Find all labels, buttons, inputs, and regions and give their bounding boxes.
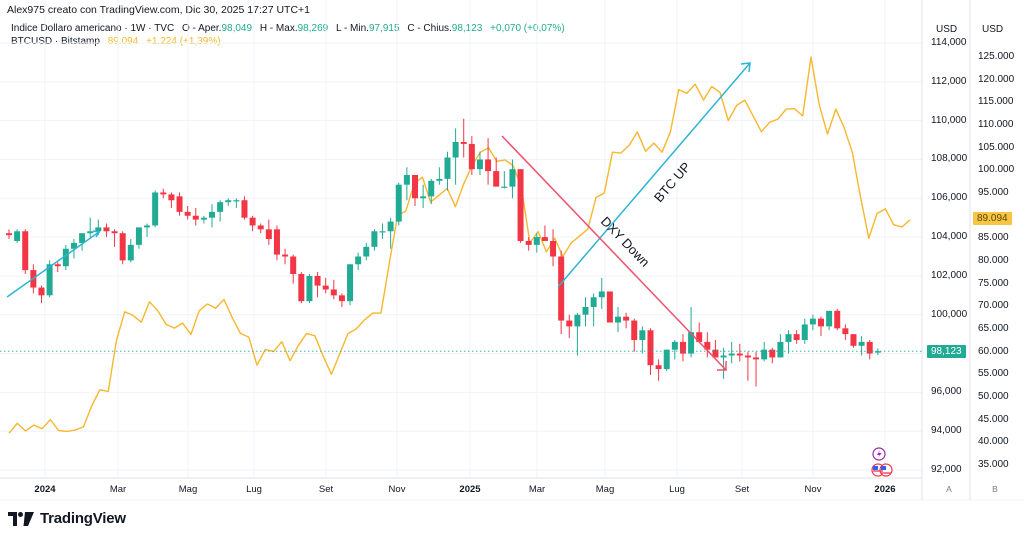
time-axis-tick: 2024 [34,484,56,495]
time-axis-tick: Mag [595,484,615,495]
time-axis-tick: Set [318,484,334,495]
auto-scale-button-left[interactable]: A [946,484,952,494]
left-axis-tick: 110,000 [931,114,967,126]
right-axis-tick: 80.000 [978,254,1009,266]
left-axis-tick: 102,000 [931,269,968,281]
high-label: H - Max. [259,23,298,34]
right-axis-tick: 45.000 [978,413,1009,425]
auto-scale-button-right[interactable]: B [992,484,998,494]
left-axis-tick: 100,000 [931,308,968,320]
time-axis-tick: Set [734,484,750,495]
low-value: 97,915 [368,23,400,34]
time-axis-tick: 2025 [459,484,481,495]
tradingview-logo[interactable]: TradingView [8,510,126,527]
right-axis-tick: 100.000 [978,164,1015,176]
time-axis-tick: Nov [804,484,822,495]
dxy-down-trendline[interactable] [501,135,727,371]
dxy-candles [0,118,922,387]
left-axis-tick: 112,000 [931,75,967,87]
left-axis-tick: 108,000 [931,153,968,165]
time-axis-tick: Mag [178,484,198,495]
right-axis-unit: USD [982,24,1004,35]
close-value: 98,123 [451,23,483,34]
open-label: O - Aper. [181,23,222,34]
time-axis-tick: Mar [528,484,546,495]
dxy-series-name: Indice Dollaro americano · 1W · TVC [11,23,175,34]
right-axis-tick: 125.000 [978,51,1015,62]
left-axis-tick: 92,000 [931,464,962,476]
tradingview-logo-icon [8,511,34,526]
right-axis-tick: 70.000 [978,300,1009,312]
legend: Indice Dollaro americano · 1W · TVC O - … [11,22,565,48]
time-axis-tick: Lug [669,484,685,495]
time-axis-tick: 2026 [874,484,896,495]
btc-up-trendline[interactable] [557,62,751,288]
right-axis-tick: 55.000 [978,368,1009,380]
right-axis-tick: 95.000 [978,186,1009,198]
legend-series-dxy[interactable]: Indice Dollaro americano · 1W · TVC O - … [11,22,565,35]
high-value: 98,269 [297,23,329,34]
left-axis-tick: 96,000 [931,386,962,398]
btc-series-name: BTCUSD · Bitstamp [11,36,100,47]
right-axis-tick: 40.000 [978,436,1009,448]
tradingview-logo-text: TradingView [40,510,126,527]
right-axis-tick: 115.000 [978,96,1014,108]
right-axis-tick: 105.000 [978,141,1015,153]
time-axis-tick: Nov [388,484,406,495]
dxy-change: +0,070 (+0,07%) [490,23,565,34]
btc-last-price-tag: 89.094 [973,212,1012,225]
right-axis-tick: 50.000 [978,390,1009,402]
time-axis-tick: Mar [109,484,127,495]
low-label: L - Min. [335,23,369,34]
right-axis-tick: 120.000 [978,73,1015,85]
dxy-last-price-tag: 98,123 [927,345,966,358]
btc-last-value: 89.094 [107,36,139,47]
chart-credit: Alex975 creato con TradingView.com, Dic … [7,4,311,16]
btc-change: +1.224 (+1,39%) [146,36,221,47]
event-markers[interactable] [871,447,893,477]
right-axis-tick: 65.000 [978,322,1009,334]
right-axis-tick: 35.000 [978,458,1009,470]
left-axis-unit: USD [936,24,958,35]
close-label: C - Chius. [407,23,452,34]
legend-series-btc[interactable]: BTCUSD · Bitstamp 89.094 +1.224 (+1,39%) [11,35,565,48]
right-axis-tick: 110.000 [978,118,1014,130]
left-axis-tick: 106,000 [931,192,968,204]
btc-price-line [8,56,911,434]
left-axis-tick: 104,000 [931,231,968,243]
us-flag-event-icon[interactable] [871,463,893,477]
right-axis-tick: 85.000 [978,232,1009,244]
open-value: 98,049 [221,23,253,34]
dxy-down-label: DXY Down [598,214,653,270]
time-axis-tick: Lug [246,484,262,495]
lightning-glyph-icon [877,450,882,458]
right-axis-tick: 75.000 [978,277,1009,289]
left-axis-tick: 114,000 [931,37,967,48]
right-axis-tick: 60.000 [978,345,1009,357]
left-axis-tick: 94,000 [931,425,962,437]
